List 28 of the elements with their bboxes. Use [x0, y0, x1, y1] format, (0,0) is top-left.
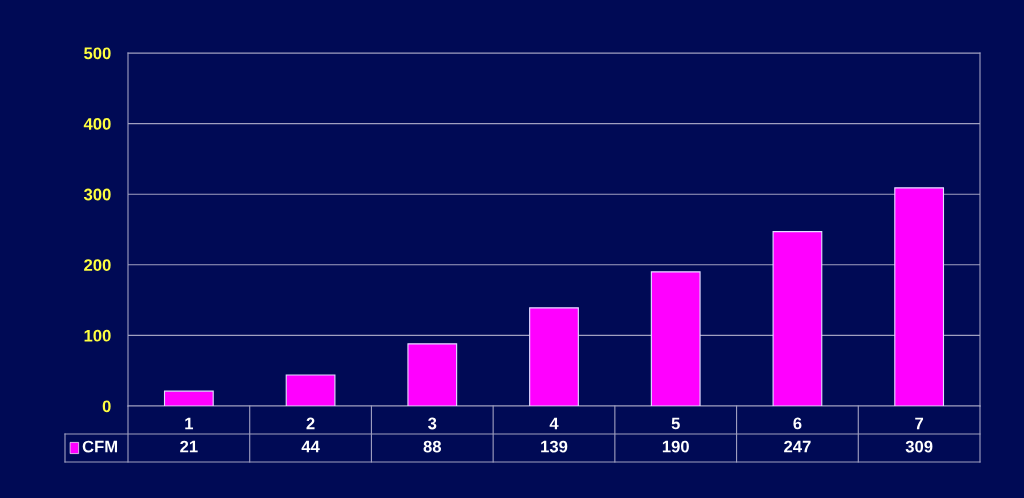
bar [163, 390, 214, 406]
data-label: 190 [662, 440, 689, 453]
legend-label: CFM [82, 440, 118, 453]
x-tick-label: 6 [793, 417, 802, 430]
data-label: 309 [905, 440, 933, 453]
x-tick-label: 1 [185, 417, 194, 430]
x-tick-label: 4 [549, 417, 559, 430]
data-label: 44 [301, 440, 320, 453]
bar [650, 271, 701, 406]
bar [894, 187, 945, 406]
y-tick-label: 0 [102, 400, 111, 413]
y-tick-label: 400 [83, 118, 111, 130]
data-label: 247 [784, 440, 811, 453]
x-tick-label: 3 [428, 417, 437, 430]
bar [529, 307, 579, 406]
data-label: 88 [423, 440, 442, 453]
bar [285, 374, 336, 406]
y-tick-label: 200 [84, 259, 111, 271]
y-tick-label: 100 [84, 329, 111, 342]
x-tick-label: 5 [671, 417, 680, 430]
bar [772, 231, 823, 406]
bar [407, 343, 458, 406]
x-tick-label: 7 [915, 417, 924, 430]
data-label: 21 [180, 440, 198, 453]
y-tick-label: 300 [83, 188, 111, 201]
y-tick-label: 500 [84, 47, 111, 60]
x-tick-label: 2 [306, 417, 315, 430]
data-label: 139 [541, 440, 568, 453]
